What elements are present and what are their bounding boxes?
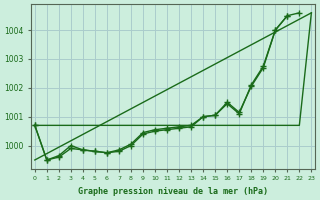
X-axis label: Graphe pression niveau de la mer (hPa): Graphe pression niveau de la mer (hPa) [78,187,268,196]
